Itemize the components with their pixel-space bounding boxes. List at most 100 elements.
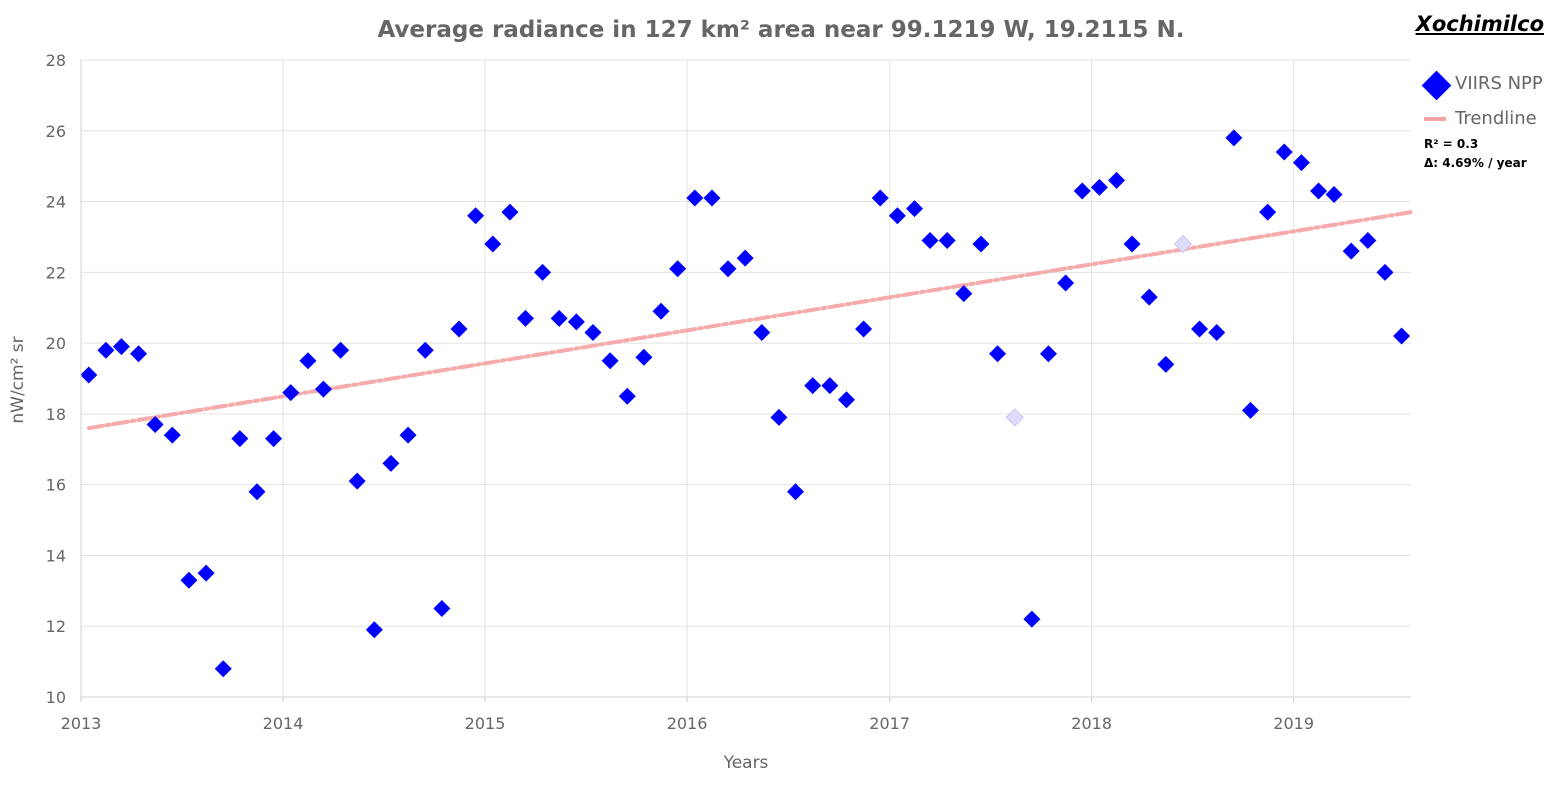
points-layer — [80, 129, 1411, 678]
data-point — [855, 320, 873, 338]
data-point — [837, 391, 855, 409]
data-point — [871, 189, 889, 207]
data-point — [163, 426, 181, 444]
data-point — [332, 341, 350, 359]
x-tick-label: 2015 — [465, 714, 506, 733]
data-point — [516, 309, 534, 327]
data-point — [955, 285, 973, 303]
legend-diamond-marker — [1421, 70, 1452, 101]
y-tick-label: 22 — [46, 263, 66, 282]
faded-data-point — [1173, 234, 1193, 254]
data-point — [382, 454, 400, 472]
data-point — [180, 571, 198, 589]
data-point — [1039, 345, 1057, 363]
data-point — [736, 249, 754, 267]
data-point — [1023, 610, 1041, 628]
data-point — [787, 483, 805, 501]
data-point — [584, 323, 602, 341]
legend-trend-label[interactable]: Trendline — [1455, 108, 1537, 129]
axes: 10 12 14 16 18 20 22 24 26 28 2013 2014 2015 2016 2017… — [46, 51, 1411, 733]
data-point — [770, 408, 788, 426]
data-point — [669, 260, 687, 278]
y-tick-label: 20 — [46, 334, 66, 353]
data-point — [804, 377, 822, 395]
data-point — [97, 341, 115, 359]
data-point — [686, 189, 704, 207]
data-point — [1108, 171, 1126, 189]
x-tick-label: 2017 — [869, 714, 910, 733]
x-tick-label: 2019 — [1273, 714, 1314, 733]
x-tick-label: 2013 — [61, 714, 102, 733]
data-point — [1310, 182, 1328, 200]
data-point — [265, 430, 283, 448]
data-point — [567, 313, 585, 331]
data-point — [1275, 143, 1293, 161]
data-point — [399, 426, 417, 444]
data-point — [299, 352, 317, 370]
x-tick-label: 2014 — [263, 714, 304, 733]
data-point — [972, 235, 990, 253]
data-point — [1225, 129, 1243, 147]
data-point — [1191, 320, 1209, 338]
y-tick-label: 16 — [46, 476, 66, 495]
y-tick-label: 28 — [46, 51, 66, 70]
data-point — [450, 320, 468, 338]
data-point — [231, 430, 249, 448]
y-axis-title: nW/cm² sr — [8, 336, 28, 423]
data-point — [938, 231, 956, 249]
data-point — [601, 352, 619, 370]
chart-title: Average radiance in 127 km² area near 99… — [377, 17, 1184, 43]
data-point — [130, 345, 148, 363]
data-point — [314, 380, 332, 398]
data-point — [1376, 263, 1394, 281]
data-point — [753, 323, 771, 341]
data-point — [112, 338, 130, 356]
x-tick-label: 2016 — [667, 714, 708, 733]
data-point — [652, 302, 670, 320]
data-point — [146, 416, 164, 434]
data-point — [1073, 182, 1091, 200]
data-point — [282, 384, 300, 402]
delta-per-year-text: Δ: 4.69% / year — [1424, 156, 1527, 170]
place-name-title: Xochimilco — [1415, 12, 1544, 36]
data-point — [1342, 242, 1360, 260]
data-point — [1090, 178, 1108, 196]
data-point — [1140, 288, 1158, 306]
data-point — [1359, 231, 1377, 249]
data-point — [248, 483, 266, 501]
data-point — [80, 366, 98, 384]
x-axis-title: Years — [723, 753, 769, 773]
data-point — [484, 235, 502, 253]
data-point — [821, 377, 839, 395]
data-point — [1208, 323, 1226, 341]
data-point — [214, 660, 232, 678]
data-point — [888, 207, 906, 225]
data-point — [618, 387, 636, 405]
data-point — [433, 600, 451, 618]
y-tick-label: 18 — [46, 405, 66, 424]
data-point — [906, 200, 924, 218]
data-point — [501, 203, 519, 221]
x-tick-label: 2018 — [1071, 714, 1112, 733]
r-squared-text: R² = 0.3 — [1424, 137, 1479, 151]
data-point — [1393, 327, 1411, 345]
y-tick-label: 10 — [46, 688, 66, 707]
data-point — [197, 564, 215, 582]
y-tick-label: 12 — [46, 617, 66, 636]
y-tick-label: 14 — [46, 546, 66, 565]
data-point — [416, 341, 434, 359]
data-point — [1292, 154, 1310, 172]
data-point — [703, 189, 721, 207]
data-point — [365, 621, 383, 639]
data-point — [348, 472, 366, 490]
data-point — [550, 309, 568, 327]
data-point — [921, 231, 939, 249]
data-point — [1325, 185, 1343, 203]
trendline-layer — [87, 210, 1413, 431]
data-point — [1057, 274, 1075, 292]
data-point — [1241, 401, 1259, 419]
grid — [80, 59, 1411, 698]
legend-series-label[interactable]: VIIRS NPP — [1455, 73, 1543, 94]
